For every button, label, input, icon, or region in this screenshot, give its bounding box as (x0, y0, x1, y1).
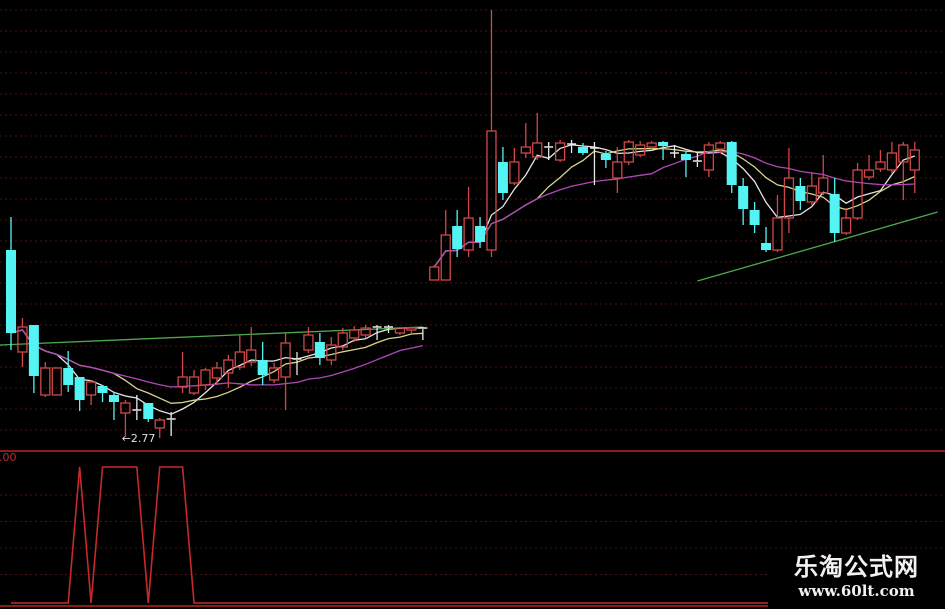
candle-body-up (875, 161, 886, 170)
candle-body-up (51, 367, 62, 396)
candle-body-up (154, 419, 165, 429)
candle-body-up (177, 376, 188, 388)
candle-body-up (211, 367, 223, 379)
candle-body-up (463, 217, 474, 251)
indicator-axis-label: 0.00 (0, 451, 17, 464)
candle-body-down (829, 194, 840, 233)
long-ma-line (697, 211, 938, 282)
candle-body-up (554, 142, 566, 161)
candle-body-up (268, 367, 280, 381)
candle-body-up (840, 217, 852, 234)
grid-lines (0, 9, 945, 575)
candle-body-down (143, 403, 154, 419)
candle-body-down (108, 395, 119, 402)
candle-body-up (280, 342, 291, 378)
candle-body-down (257, 360, 268, 375)
watermark-site-name: 乐淘公式网 (794, 553, 919, 581)
candle-body-down (680, 154, 691, 160)
candle-body-down (97, 386, 108, 393)
candle-body-up (40, 367, 51, 396)
candle-body-up (234, 351, 245, 368)
candle-body-up (715, 142, 726, 150)
candle-body-up (360, 327, 371, 336)
candle-body-up (852, 169, 863, 219)
candle-body-down (497, 162, 508, 193)
candle-body-down (726, 142, 737, 185)
candle-body-up (440, 234, 451, 281)
candle-body-up (120, 402, 131, 414)
candle-body-up (772, 217, 783, 251)
candle-body-down (475, 226, 486, 242)
candle-body-up (909, 149, 920, 171)
candle-body-up (886, 152, 898, 171)
candle-body-up (429, 266, 440, 281)
candle-body-down (63, 368, 74, 385)
watermark-url: www.60lt.com (798, 582, 915, 600)
candle-body-up (520, 146, 531, 154)
candle-body-up (898, 144, 909, 163)
indicator-panel (11, 466, 915, 604)
candle-body-down (738, 186, 749, 209)
candle-body-up (406, 327, 417, 331)
candle-body-up (646, 142, 657, 148)
annotations: ←2.77 (122, 432, 156, 445)
candles (6, 10, 920, 438)
long-ma-line (0, 326, 423, 346)
candle-body-up (623, 141, 634, 163)
candle-body-up (612, 161, 623, 179)
candle-body-down (74, 377, 85, 400)
candle-body-up (635, 144, 646, 156)
candle-body-up (188, 376, 200, 394)
candle-body-down (749, 210, 760, 225)
moving-average-lines (0, 144, 938, 415)
candle-body-up (783, 177, 795, 219)
candle-body-up (703, 144, 714, 171)
candle-body-up (818, 177, 829, 194)
candle-body-down (314, 342, 325, 358)
candle-body-up (326, 344, 337, 361)
candle-body-up (486, 130, 497, 251)
candle-body-up (223, 359, 234, 374)
candle-body-down (600, 154, 611, 160)
candle-body-up (863, 169, 875, 178)
candle-body-down (658, 142, 669, 146)
candle-body-up (532, 142, 543, 158)
candle-body-up (85, 381, 97, 396)
candle-body-up (303, 334, 314, 351)
candle-body-down (761, 243, 772, 250)
candle-body-up (200, 369, 211, 386)
candle-body-up (17, 326, 28, 353)
candle-body-up (349, 329, 360, 339)
candle-body-up (806, 185, 817, 203)
candle-body-up (337, 332, 348, 348)
low-price-annotation: ←2.77 (122, 432, 156, 445)
candle-body-down (28, 325, 39, 376)
candle-body-up (246, 349, 257, 363)
candle-body-down (6, 250, 16, 333)
signal-line (11, 466, 915, 604)
watermark: 乐淘公式网 www.60lt.com (768, 552, 945, 609)
candle-body-up (394, 327, 406, 334)
candle-body-down (452, 226, 463, 249)
candle-body-up (509, 161, 520, 184)
candle-body-down (578, 147, 588, 153)
candle-body-down (795, 186, 806, 201)
